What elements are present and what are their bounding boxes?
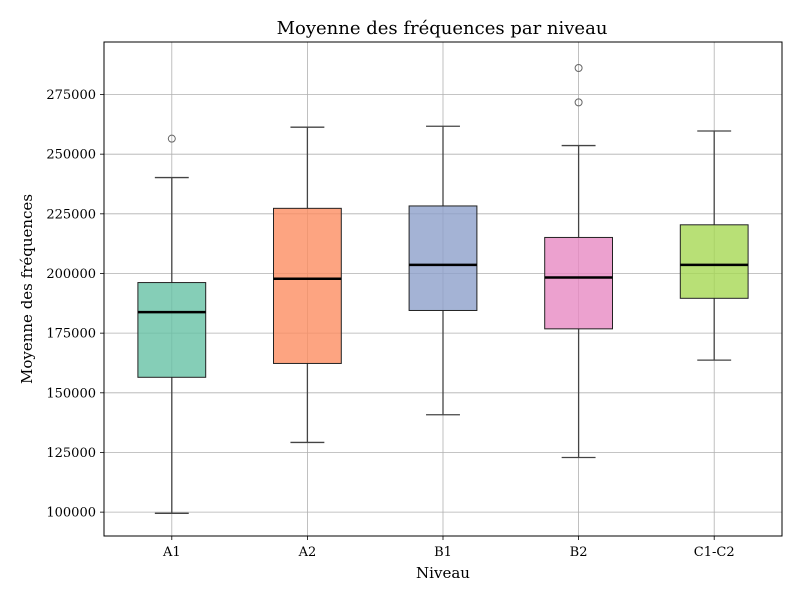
y-tick-label: 125000 bbox=[46, 446, 96, 461]
box-iqr bbox=[137, 282, 207, 378]
y-tick-label: 225000 bbox=[46, 207, 96, 222]
y-tick-label: 200000 bbox=[46, 267, 96, 282]
x-tick-label: A2 bbox=[298, 545, 317, 560]
x-tick-label: A1 bbox=[162, 545, 181, 560]
box-group-b1 bbox=[408, 125, 478, 416]
y-tick-label: 275000 bbox=[46, 88, 96, 103]
y-tick-label: 150000 bbox=[46, 386, 96, 401]
y-tick-label: 100000 bbox=[46, 506, 96, 521]
box-group-c1-c2 bbox=[679, 130, 749, 361]
box-iqr bbox=[273, 207, 342, 364]
y-tick-label: 175000 bbox=[46, 327, 96, 342]
outlier-point bbox=[574, 98, 583, 107]
outlier-point bbox=[167, 134, 176, 143]
x-tick-label: B1 bbox=[434, 545, 452, 560]
chart-title: Moyenne des fréquences par niveau bbox=[277, 18, 608, 39]
tick-layer: 100000 125000 150000 175000 200000 225000 2500… bbox=[46, 88, 734, 560]
box-group-a1 bbox=[137, 134, 207, 514]
box-group-b2 bbox=[544, 64, 614, 459]
outlier-point bbox=[574, 64, 583, 73]
box-iqr bbox=[544, 236, 614, 330]
x-axis-label: Niveau bbox=[416, 564, 470, 582]
box-layer bbox=[137, 64, 749, 514]
box-iqr bbox=[679, 224, 749, 299]
x-tick-label: C1-C2 bbox=[694, 545, 735, 560]
x-tick-label: B2 bbox=[570, 545, 588, 560]
y-tick-label: 250000 bbox=[46, 148, 96, 163]
box-iqr bbox=[408, 205, 478, 311]
y-axis-label: Moyenne des fréquences bbox=[18, 194, 36, 384]
box-group-a2 bbox=[273, 126, 342, 444]
